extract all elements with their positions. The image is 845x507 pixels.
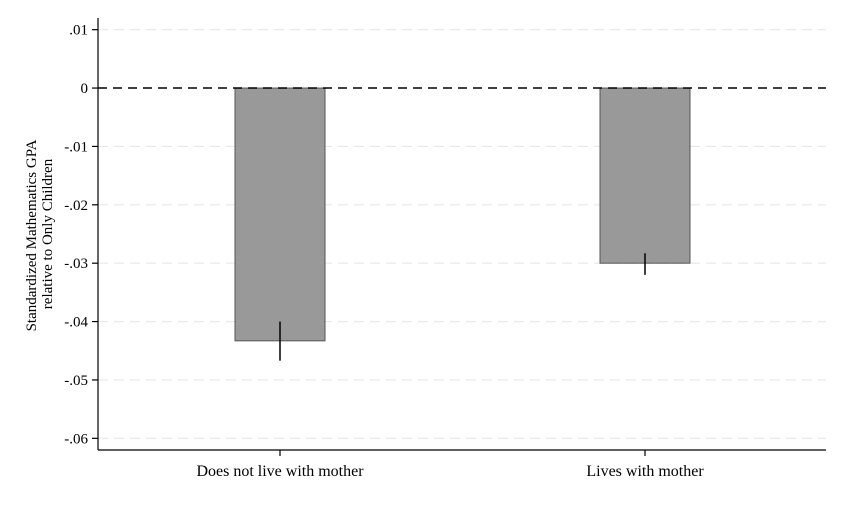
y-axis-title-line-1: Standardized Mathematics GPA (24, 139, 40, 331)
y-tick-label: -.03 (64, 256, 88, 272)
y-tick-label: -.02 (64, 198, 88, 214)
bars (234, 87, 691, 342)
y-tick-label: -.04 (64, 315, 88, 331)
y-tick-label: -.05 (64, 373, 88, 389)
error-bars (279, 253, 646, 361)
y-tick-label: .01 (69, 23, 88, 39)
axes (97, 18, 826, 451)
x-tick-label: Does not live with mother (196, 463, 364, 480)
y-axis-title: Standardized Mathematics GPA relative to… (24, 137, 56, 332)
x-tick-label: Lives with mother (586, 463, 704, 480)
y-ticks: .01 0 -.01 -.02 -.03 -.04 -.05 -.06 (64, 23, 98, 447)
bar (234, 87, 326, 342)
y-tick-label: 0 (81, 81, 89, 97)
y-axis-title-line-2: relative to Only Children (40, 158, 56, 309)
x-ticks: Does not live with mother Lives with moth… (196, 450, 704, 480)
grid-lines (98, 29, 826, 439)
y-tick-label: -.06 (64, 431, 88, 447)
y-tick-label: -.01 (64, 139, 88, 155)
bar (599, 87, 691, 264)
